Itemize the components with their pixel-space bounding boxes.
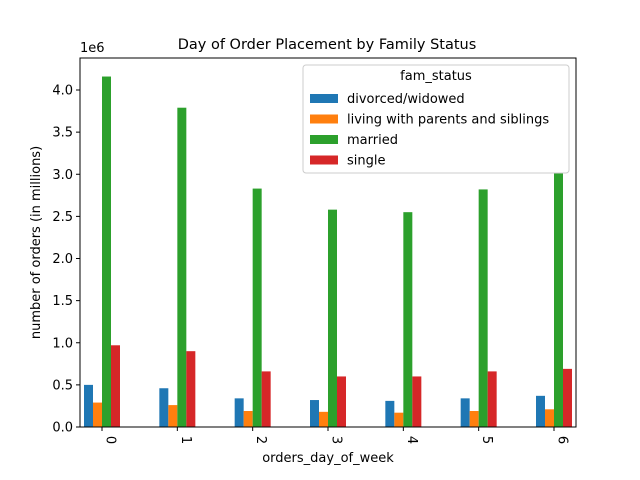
legend-swatch: [310, 94, 338, 103]
x-tick-label: 0: [103, 436, 118, 444]
plot-frame: [79, 57, 577, 428]
bar-living-with-parents-and-siblings-day-6: [545, 409, 554, 427]
bar-living-with-parents-and-siblings-day-4: [394, 412, 404, 427]
bar-single-day-1: [186, 351, 196, 427]
y-tick-label: 1.0: [52, 336, 73, 351]
bar-married-day-0: [102, 76, 111, 428]
legend-swatch: [310, 155, 338, 165]
bar-living-with-parents-and-siblings-day-5: [469, 410, 479, 427]
legend-items: divorced/widowed living with parents and …: [310, 92, 549, 169]
bar-living-with-parents-and-siblings-day-3: [319, 411, 328, 427]
y-tick-label: 3.0: [52, 168, 73, 183]
bar-divorced-widowed-day-6: [536, 395, 545, 427]
legend-swatch: [310, 135, 338, 144]
x-tick-label: 3: [329, 436, 344, 444]
legend-entry-label: living with parents and siblings: [347, 113, 549, 128]
bar-single-day-0: [111, 345, 120, 427]
y-tick-label: 1.5: [52, 294, 73, 309]
x-tick-label: 5: [479, 436, 494, 444]
legend-entry-label: married: [347, 133, 398, 148]
legend-entry-label: single: [347, 154, 386, 169]
legend-entry-label: divorced/widowed: [347, 92, 465, 107]
x-tick-label: 6: [555, 436, 570, 444]
bar-married-day-1: [177, 107, 187, 428]
y-axis-label: number of orders (in millions): [29, 146, 44, 339]
x-tick-label: 2: [253, 436, 268, 444]
bar-married-day-6: [554, 173, 563, 427]
y-tick-label: 2.0: [52, 252, 73, 267]
bar-married-day-4: [403, 212, 413, 427]
x-tick-label: 4: [404, 436, 419, 444]
bar-single-day-6: [563, 368, 572, 427]
bar-divorced-widowed-day-5: [460, 398, 470, 427]
bar-living-with-parents-and-siblings-day-0: [93, 402, 102, 427]
y-tick-label: 0.0: [52, 421, 73, 436]
bar-divorced-widowed-day-0: [84, 384, 93, 427]
x-tick-label: 1: [178, 436, 193, 444]
bar-living-with-parents-and-siblings-day-2: [243, 410, 253, 427]
bar-single-day-2: [261, 371, 271, 427]
bar-divorced-widowed-day-4: [385, 400, 395, 427]
y-tick-label: 3.5: [52, 126, 73, 141]
bar-living-with-parents-and-siblings-day-1: [168, 405, 178, 427]
y-axis: 0.0 0.5 1.0 1.5 2.0 2.5 3.0 3.5 4.0: [52, 84, 80, 436]
x-axis-label: orders_day_of_week: [262, 451, 394, 466]
legend-title: fam_status: [400, 69, 472, 84]
bar-married-day-5: [478, 189, 488, 427]
bar-divorced-widowed-day-1: [159, 388, 169, 427]
y-tick-label: 2.5: [52, 210, 73, 225]
bar-divorced-widowed-day-2: [234, 398, 244, 427]
bar-single-day-3: [337, 376, 346, 427]
y-offset-text: 1e6: [80, 41, 105, 56]
bars-group: [84, 76, 572, 428]
x-axis: 0 1 2 3 4 5 6: [101, 427, 570, 444]
bar-single-day-5: [487, 371, 497, 427]
bar-single-day-4: [412, 376, 422, 427]
bar-married-day-2: [252, 188, 262, 427]
chart-title: Day of Order Placement by Family Status: [178, 37, 477, 53]
y-tick-label: 4.0: [52, 84, 73, 99]
bar-divorced-widowed-day-3: [310, 400, 319, 427]
legend-box: [302, 64, 570, 174]
y-tick-label: 0.5: [52, 378, 73, 393]
legend-swatch: [310, 114, 338, 124]
legend: fam_status divorced/widowed living with p…: [302, 64, 570, 174]
bar-married-day-3: [328, 209, 337, 427]
